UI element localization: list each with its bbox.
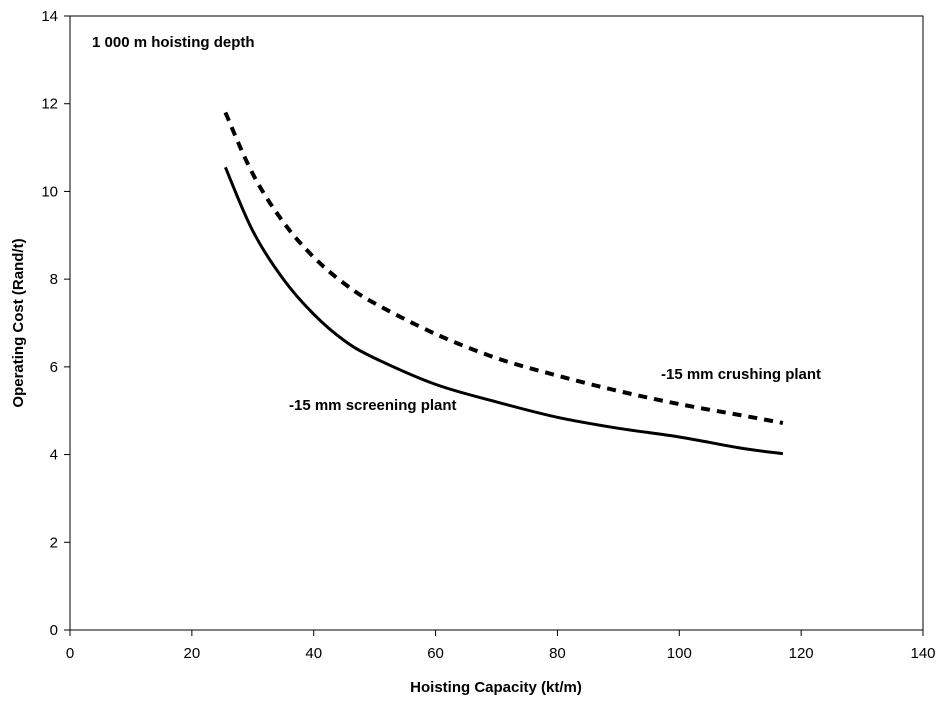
y-axis-title: Operating Cost (Rand/t) [10,238,27,407]
plot-frame [70,16,923,630]
y-tick-label: 12 [41,96,58,113]
y-tick-label: 14 [41,8,58,25]
x-tick-label: 20 [184,645,201,662]
y-axis-ticks: 0 2 4 6 8 10 12 14 [41,8,70,639]
y-tick-label: 0 [50,622,58,639]
x-tick-label: 100 [667,645,692,662]
y-tick-label: 4 [50,447,58,464]
y-tick-label: 6 [50,359,58,376]
crushing-plant-label: -15 mm crushing plant [661,366,821,383]
x-tick-label: 140 [910,645,935,662]
x-tick-label: 0 [66,645,74,662]
x-tick-label: 40 [305,645,322,662]
x-tick-label: 80 [549,645,566,662]
x-axis-ticks: 0 20 40 60 80 100 120 140 [66,630,936,662]
y-tick-label: 8 [50,271,58,288]
x-tick-label: 120 [789,645,814,662]
screening-plant-label: -15 mm screening plant [289,397,457,414]
y-tick-label: 2 [50,534,58,551]
x-tick-label: 60 [427,645,444,662]
y-tick-label: 10 [41,183,58,200]
x-axis-title: Hoisting Capacity (kt/m) [410,679,582,696]
depth-annotation: 1 000 m hoisting depth [92,34,255,51]
